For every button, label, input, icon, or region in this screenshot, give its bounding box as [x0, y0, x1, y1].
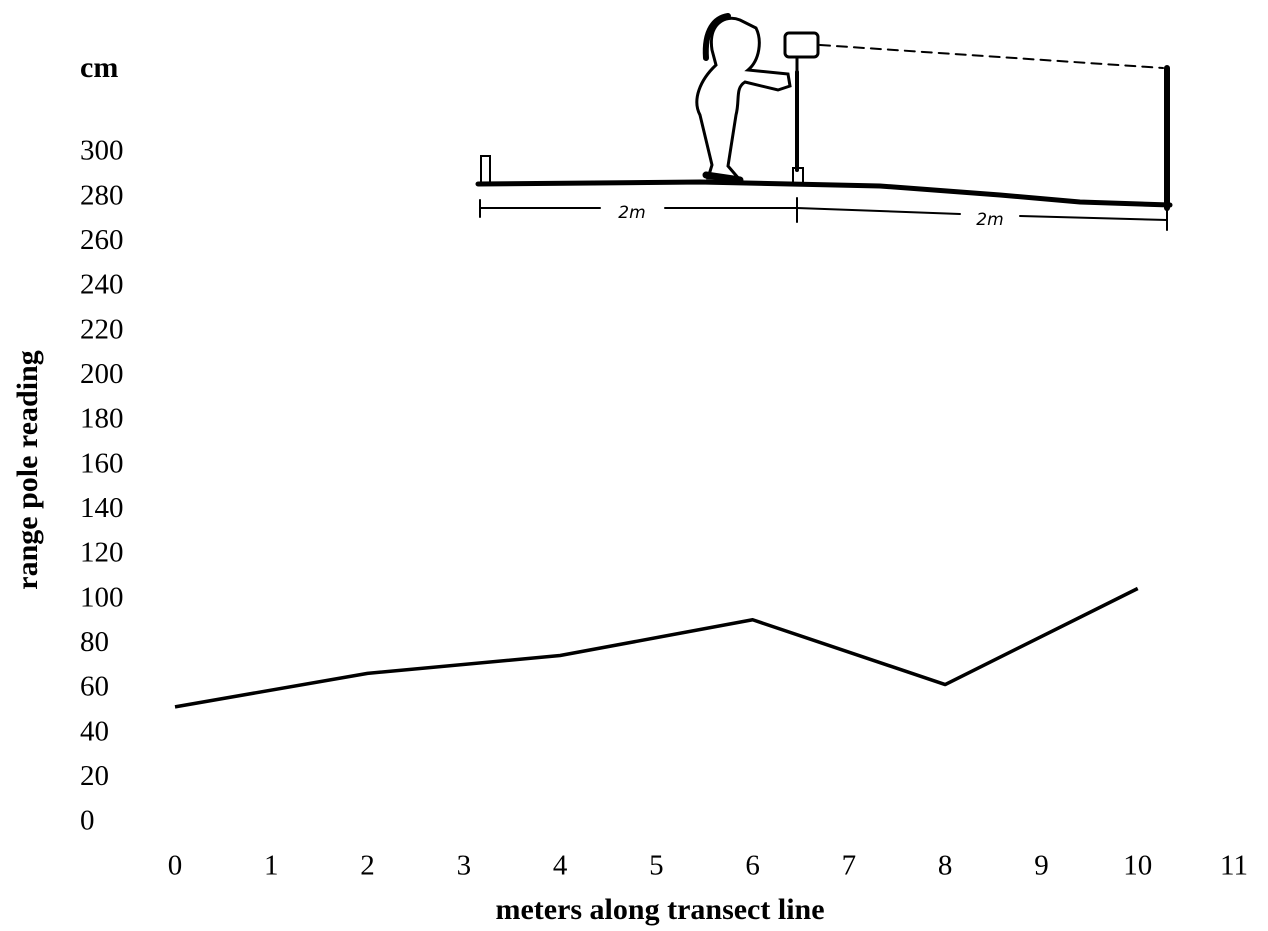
y-tick-label: 160: [80, 447, 124, 479]
illustration: [475, 13, 1173, 231]
y-tick-label: 0: [80, 805, 95, 837]
y-tick-label: 100: [80, 581, 124, 613]
x-tick-label: 10: [1123, 850, 1152, 882]
y-axis-label: range pole reading: [11, 350, 44, 589]
y-tick-label: 120: [80, 537, 124, 569]
y-tick-label: 260: [80, 224, 124, 256]
y-unit-title: cm: [80, 51, 118, 84]
x-tick-label: 3: [457, 850, 472, 882]
x-tick-label: 1: [264, 850, 279, 882]
x-tick-label: 11: [1220, 850, 1248, 882]
y-tick-label: 40: [80, 715, 109, 747]
y-tick-label: 60: [80, 671, 109, 703]
y-tick-label: 220: [80, 313, 124, 345]
annotation: 2m: [618, 203, 645, 223]
y-tick-label: 140: [80, 492, 124, 524]
x-tick-label: 4: [553, 850, 568, 882]
y-tick-label: 200: [80, 358, 124, 390]
x-tick-label: 5: [649, 850, 664, 882]
x-tick-label: 6: [745, 850, 760, 882]
x-axis-label: meters along transect line: [495, 893, 824, 926]
data-line: [174, 586, 1139, 709]
annotation: 2m: [976, 210, 1003, 230]
y-tick-label: 280: [80, 179, 124, 211]
x-tick-label: 9: [1034, 850, 1049, 882]
x-tick-label: 2: [360, 850, 375, 882]
y-tick-label: 20: [80, 760, 109, 792]
x-tick-label: 8: [938, 850, 953, 882]
y-tick-label: 300: [80, 135, 124, 167]
y-tick-label: 240: [80, 269, 124, 301]
x-tick-label: 0: [168, 850, 183, 882]
y-tick-label: 80: [80, 626, 109, 658]
y-tick-label: 180: [80, 403, 124, 435]
x-tick-label: 7: [842, 850, 857, 882]
